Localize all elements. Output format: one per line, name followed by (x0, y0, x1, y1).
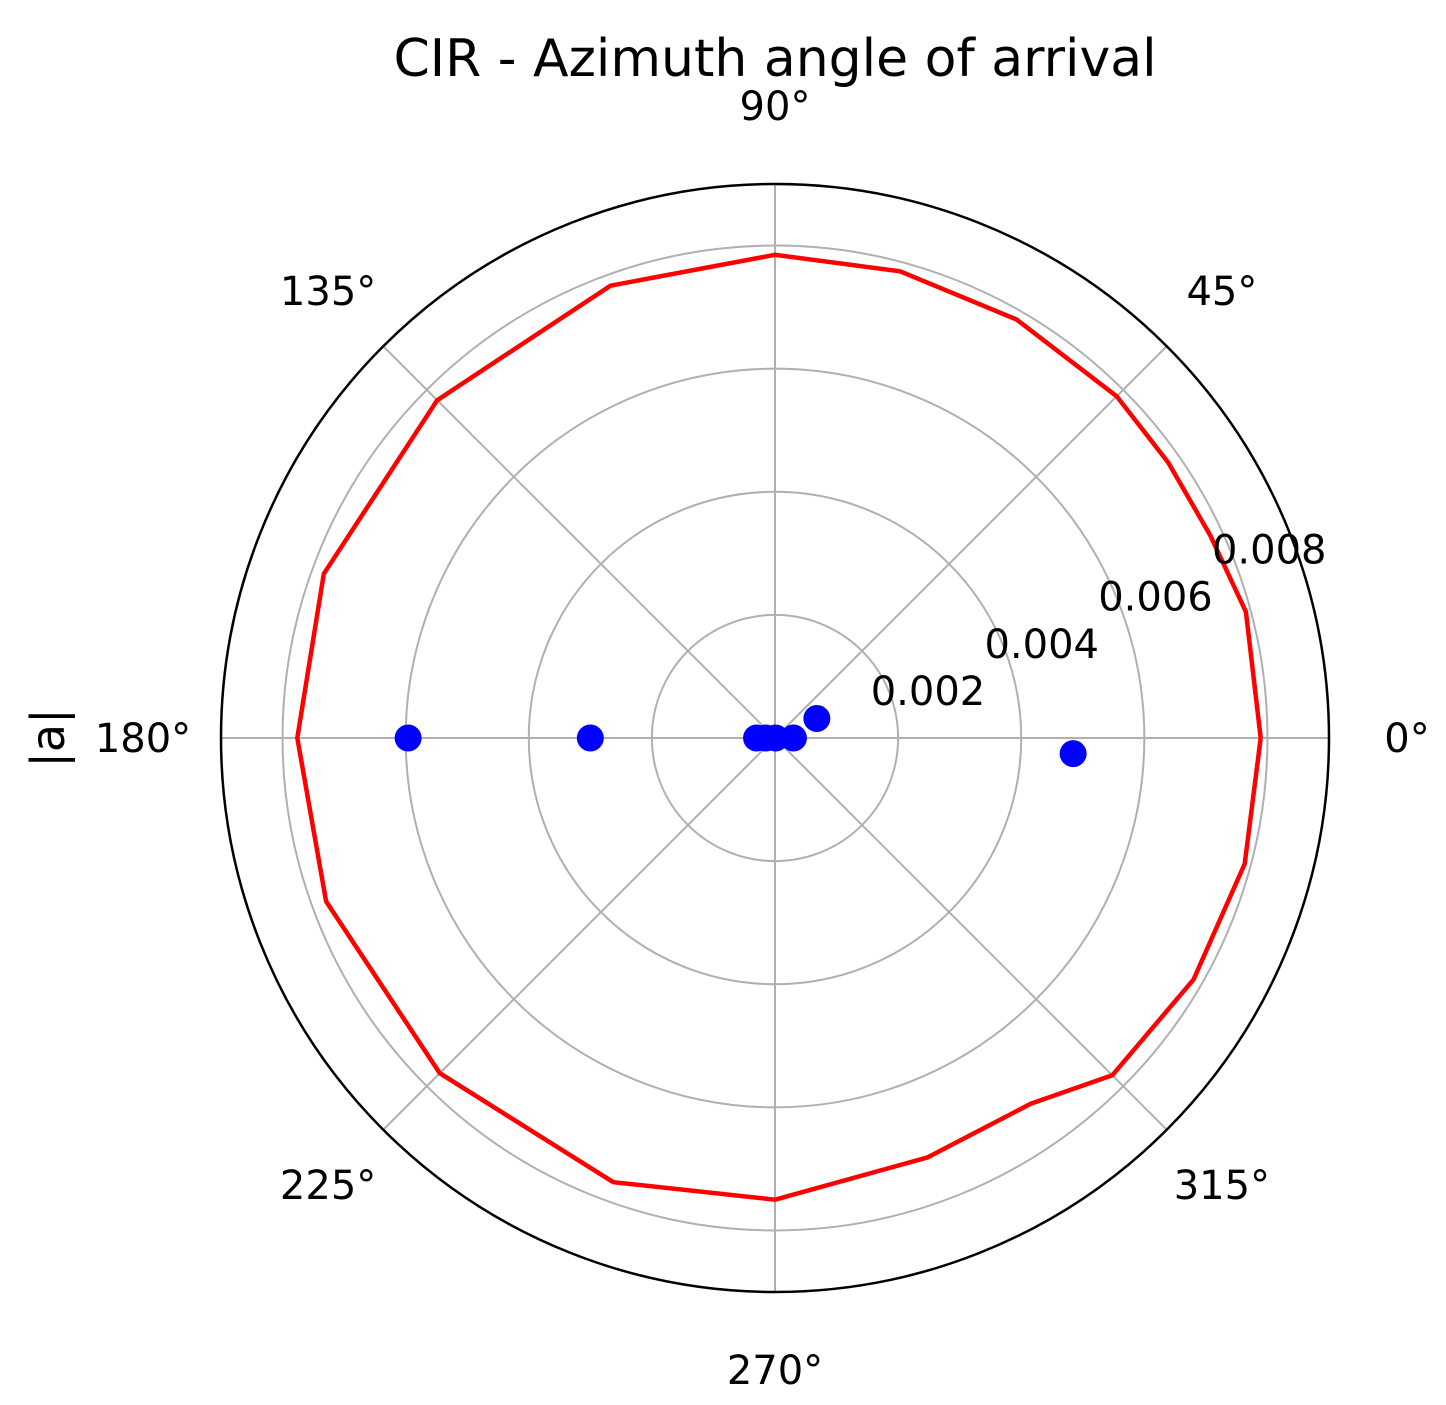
angle-tick-label: 270° (727, 1348, 823, 1394)
label-layer: 0°45°90°135°180°225°270°315°0.0020.0040.… (95, 84, 1430, 1394)
series-curve (295, 252, 1263, 1202)
spine-layer (219, 182, 1331, 1294)
radial-tick-label: 0.006 (1098, 575, 1213, 621)
radial-tick-label: 0.002 (871, 669, 986, 715)
angle-tick-label: 225° (280, 1163, 376, 1209)
data-point (1059, 740, 1087, 768)
grid-layer (221, 184, 1329, 1292)
radial-tick-label: 0.008 (1212, 528, 1327, 574)
angle-tick-label: 45° (1186, 269, 1257, 315)
angle-tick-label: 0° (1384, 716, 1429, 762)
point-layer (394, 704, 1087, 768)
angular-gridline (774, 737, 1168, 1131)
angle-tick-label: 180° (95, 716, 191, 762)
radial-tick-label: 0.004 (984, 622, 1099, 668)
chart-title: CIR - Azimuth angle of arrival (393, 29, 1156, 89)
y-axis-label: |a| (21, 708, 76, 767)
angle-tick-label: 135° (280, 269, 376, 315)
angular-gridline (774, 345, 1168, 739)
polar-spine (219, 182, 1331, 1294)
data-point (394, 724, 422, 752)
angle-tick-label: 90° (740, 84, 811, 130)
radial-gridline (527, 490, 1023, 986)
data-point (779, 724, 807, 752)
radial-gridline (650, 613, 900, 863)
data-point (576, 724, 604, 752)
data-point (803, 704, 831, 732)
angular-gridline (382, 345, 776, 739)
curve-layer (295, 252, 1263, 1202)
angular-gridline (382, 737, 776, 1131)
radial-gridline (281, 244, 1269, 1232)
data-point (743, 724, 771, 752)
angle-tick-label: 315° (1174, 1163, 1270, 1209)
